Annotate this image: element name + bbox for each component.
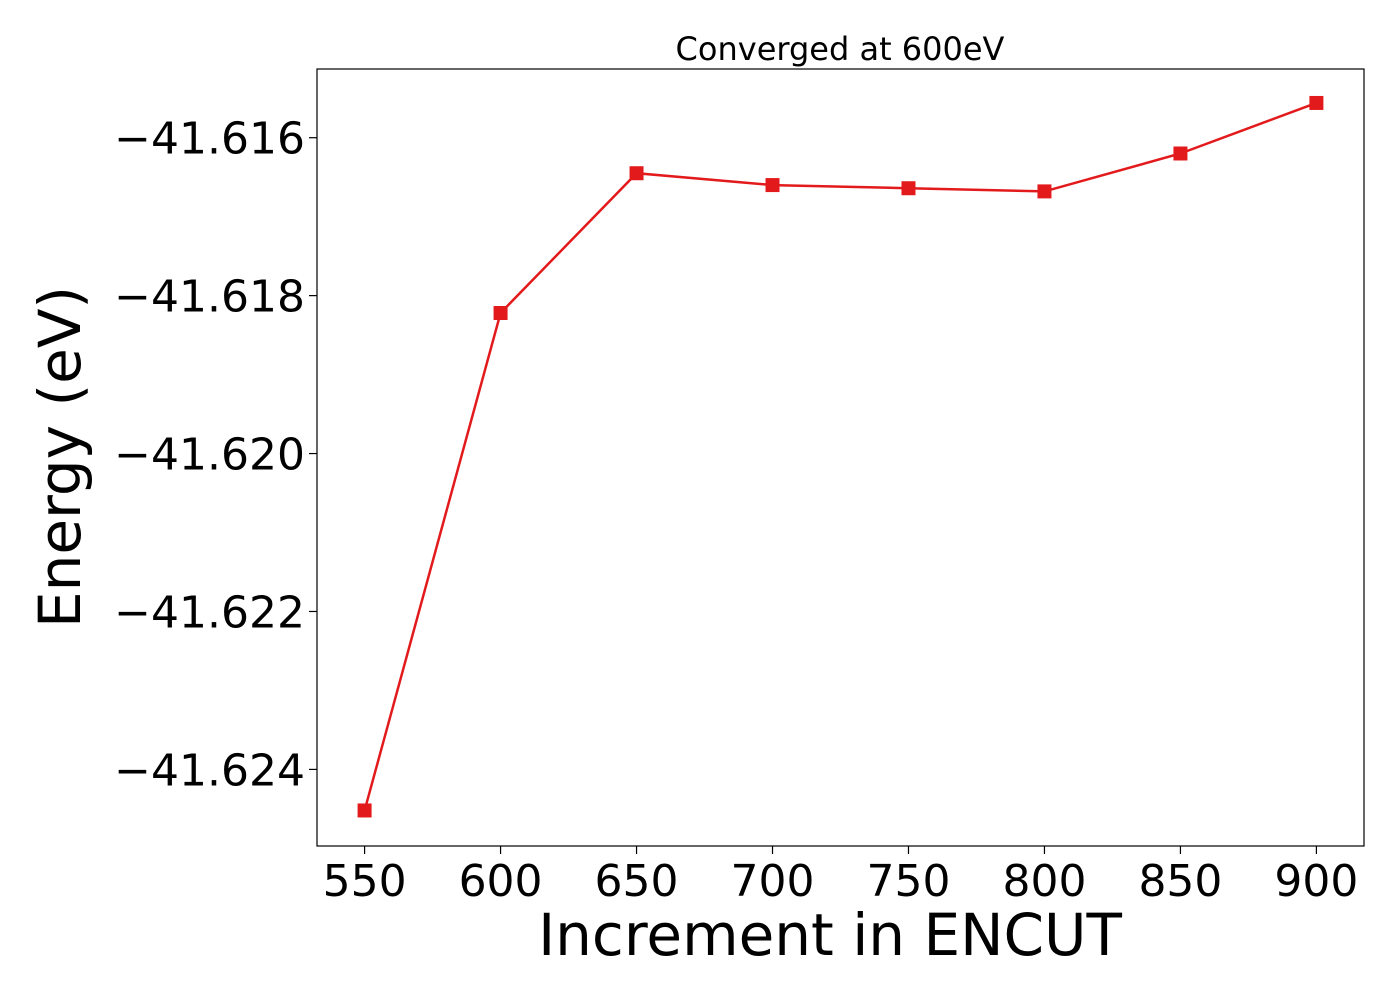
chart-title: Converged at 600eV: [676, 30, 1005, 68]
y-tick-label: −41.622: [114, 587, 305, 638]
data-point-marker: [1037, 184, 1052, 199]
y-axis-label: Energy (eV): [26, 286, 94, 628]
x-tick-label: 900: [1274, 856, 1358, 907]
data-point-marker: [765, 178, 780, 193]
x-axis-ticks: 550 600 650 700 750 800 850 900: [323, 846, 1358, 907]
x-axis-label: Increment in ENCUT: [538, 901, 1122, 969]
y-tick-label: −41.616: [114, 114, 305, 165]
data-point-marker: [493, 305, 508, 320]
x-tick-label: 750: [866, 856, 950, 907]
y-axis-ticks: −41.616 −41.618 −41.620 −41.622 −41.624: [114, 114, 317, 796]
data-point-marker: [1309, 95, 1324, 110]
plot-area-frame: [316, 68, 1365, 847]
data-point-marker: [1173, 146, 1188, 161]
series-line: [363, 101, 1317, 811]
x-tick-label: 550: [323, 856, 407, 907]
y-tick-label: −41.618: [114, 272, 305, 323]
data-point-marker: [901, 181, 916, 196]
y-tick-label: −41.620: [114, 430, 305, 481]
x-tick-label: 800: [1002, 856, 1086, 907]
series-layer: [357, 95, 1324, 818]
data-point-marker: [629, 166, 644, 181]
y-tick-label: −41.624: [114, 745, 305, 796]
data-point-marker: [357, 803, 372, 818]
x-tick-label: 600: [459, 856, 543, 907]
x-tick-label: 700: [731, 856, 815, 907]
x-tick-label: 650: [595, 856, 679, 907]
x-tick-label: 850: [1138, 856, 1222, 907]
